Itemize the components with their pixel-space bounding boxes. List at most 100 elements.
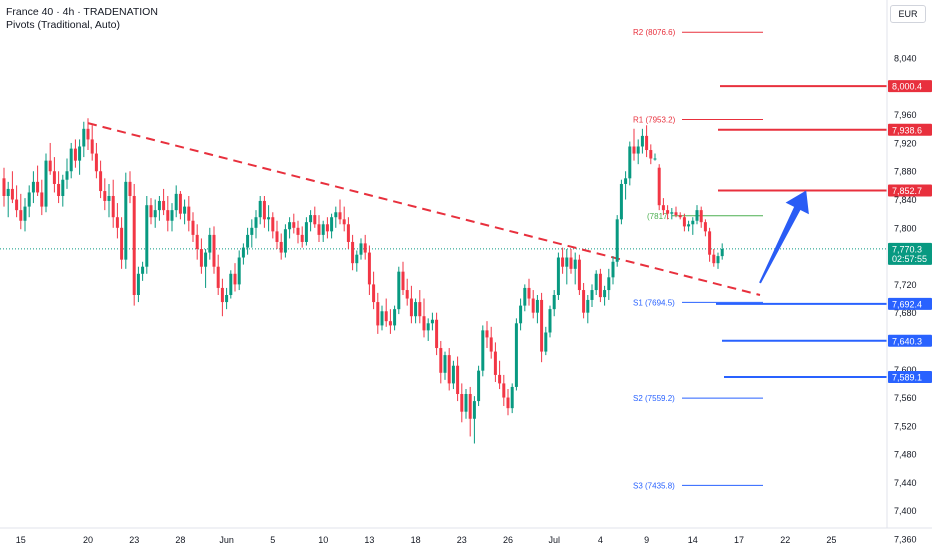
candle-body: [44, 160, 48, 207]
candle-body: [52, 171, 56, 184]
candles: [2, 118, 724, 444]
candle-body: [2, 178, 6, 196]
candle-body: [170, 210, 174, 221]
candle-body: [380, 311, 384, 326]
candle-body: [632, 146, 636, 154]
last-price-tag-bg: [888, 242, 932, 265]
candle-body: [561, 257, 565, 267]
support-tag: 7,640.3: [892, 336, 922, 346]
candle-body: [485, 330, 489, 338]
candle-body: [388, 321, 392, 326]
candle-body: [153, 210, 157, 218]
x-tick-label: 13: [364, 535, 374, 545]
candle-body: [86, 128, 90, 140]
candle-body: [120, 227, 124, 260]
pivot-label: R1 (7953.2): [633, 115, 676, 124]
candle-body: [338, 212, 342, 220]
indicator-label[interactable]: Pivots (Traditional, Auto): [6, 19, 120, 31]
candle-body: [477, 370, 481, 402]
candle-body: [195, 234, 199, 250]
candle-body: [556, 257, 560, 296]
candle-body: [443, 355, 447, 373]
up-arrow-shape[interactable]: [759, 190, 809, 284]
candle-body: [640, 135, 644, 147]
x-tick-label: 28: [175, 535, 185, 545]
x-tick-label: 20: [83, 535, 93, 545]
candle-body: [304, 222, 308, 242]
y-tick-label: 7,400: [894, 506, 917, 516]
candle-body: [619, 183, 623, 220]
candle-body: [254, 217, 258, 228]
candle-body: [149, 205, 153, 218]
candle-body: [313, 215, 317, 225]
candle-body: [292, 222, 296, 228]
candle-body: [23, 206, 27, 221]
candle-body: [115, 217, 119, 228]
candle-body: [283, 229, 287, 253]
candle-body: [367, 252, 371, 285]
projection-arrow[interactable]: [759, 190, 809, 284]
candle-body: [527, 287, 531, 299]
candle-body: [594, 273, 598, 291]
candle-body: [582, 290, 586, 313]
candle-body: [577, 259, 581, 291]
candle-body: [321, 224, 325, 235]
candle-body: [409, 298, 413, 317]
trendline[interactable]: [87, 122, 761, 296]
descending-trendline[interactable]: [87, 122, 761, 296]
candle-body: [598, 273, 602, 298]
candle-body: [237, 257, 241, 285]
x-tick-label: 23: [457, 535, 467, 545]
y-tick-label: 7,560: [894, 393, 917, 403]
candle-body: [691, 220, 695, 225]
y-tick-label: 7,880: [894, 167, 917, 177]
candle-body: [174, 193, 178, 211]
candle-body: [687, 224, 691, 227]
candle-body: [90, 139, 94, 154]
x-tick-label: 22: [780, 535, 790, 545]
candle-body: [309, 215, 313, 223]
y-tick-label: 7,960: [894, 110, 917, 120]
candle-body: [220, 287, 224, 303]
candle-body: [372, 284, 376, 303]
candle-body: [699, 210, 703, 223]
resistance-tag: 8,000.4: [892, 82, 922, 92]
candle-body: [271, 217, 275, 232]
y-tick-label: 7,520: [894, 421, 917, 431]
candle-body: [204, 252, 208, 267]
support-tag: 7,589.1: [892, 372, 922, 382]
x-tick-label: 17: [734, 535, 744, 545]
candle-body: [250, 227, 254, 235]
candle-body: [523, 287, 527, 306]
candle-body: [615, 219, 619, 262]
x-tick-label: 18: [411, 535, 421, 545]
support-tag-bg: [888, 370, 932, 383]
resistance-tag-bg: [888, 80, 932, 93]
candle-body: [162, 200, 166, 211]
candle-body: [355, 254, 359, 264]
candle-body: [456, 365, 460, 395]
candle-body: [82, 128, 86, 147]
candle-body: [552, 295, 556, 310]
currency-button[interactable]: EUR: [890, 5, 926, 23]
candle-body: [166, 210, 170, 221]
candle-body: [351, 241, 355, 264]
y-tick-label: 8,040: [894, 54, 917, 64]
candle-body: [653, 158, 657, 160]
symbol-title[interactable]: France 40 · 4h · TRADENATION: [6, 6, 158, 18]
candle-body: [636, 146, 640, 154]
candle-body: [199, 249, 203, 267]
y-tick-label: 7,440: [894, 478, 917, 488]
x-tick-label: 5: [270, 535, 275, 545]
candle-body: [15, 199, 19, 211]
candle-body: [229, 273, 233, 296]
candle-body: [275, 231, 279, 242]
time-axis[interactable]: 15 20 23 28 Jun 5 10 13 18 23 26 Jul 4 9 14 17 22 25: [16, 535, 837, 545]
candle-body: [187, 206, 191, 221]
candle-body: [569, 257, 573, 269]
candle-body: [628, 146, 632, 179]
last-price-tag: 7,770.3: [892, 244, 922, 254]
candle-body: [57, 183, 61, 196]
candle-body: [300, 234, 304, 242]
